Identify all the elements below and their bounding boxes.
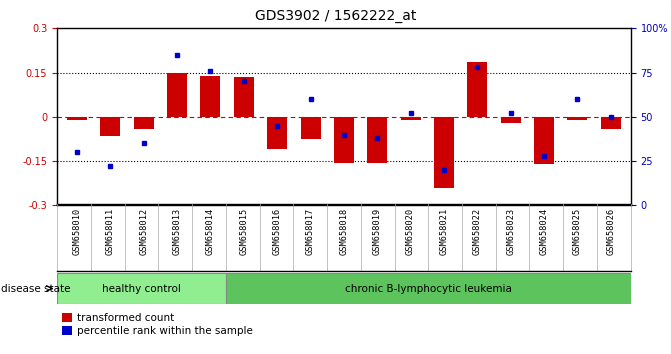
Text: GSM658024: GSM658024 <box>539 207 548 255</box>
Text: GSM658012: GSM658012 <box>140 207 148 255</box>
Bar <box>67 117 87 120</box>
Bar <box>568 117 587 120</box>
Text: GSM658020: GSM658020 <box>406 207 415 255</box>
Text: healthy control: healthy control <box>102 284 181 293</box>
Bar <box>434 117 454 188</box>
Bar <box>367 117 387 162</box>
Text: GSM658019: GSM658019 <box>373 207 382 255</box>
Bar <box>201 75 221 117</box>
Text: chronic B-lymphocytic leukemia: chronic B-lymphocytic leukemia <box>345 284 512 293</box>
Bar <box>134 117 154 129</box>
Text: GSM658010: GSM658010 <box>72 207 82 255</box>
Bar <box>334 117 354 162</box>
Text: GSM658023: GSM658023 <box>506 207 515 255</box>
Text: GSM658026: GSM658026 <box>606 207 615 255</box>
Bar <box>267 117 287 149</box>
Bar <box>534 117 554 164</box>
Bar <box>57 273 225 304</box>
Bar <box>501 117 521 123</box>
Bar <box>601 117 621 129</box>
Text: GSM658014: GSM658014 <box>206 207 215 255</box>
Bar <box>167 73 187 117</box>
Bar <box>101 117 120 136</box>
Text: GSM658017: GSM658017 <box>306 207 315 255</box>
Bar <box>467 62 487 117</box>
Text: GSM658018: GSM658018 <box>340 207 348 255</box>
Text: disease state: disease state <box>1 284 71 293</box>
Text: GSM658015: GSM658015 <box>240 207 248 255</box>
Text: GSM658022: GSM658022 <box>473 207 482 255</box>
Bar <box>401 117 421 120</box>
Text: GSM658011: GSM658011 <box>106 207 115 255</box>
Text: GDS3902 / 1562222_at: GDS3902 / 1562222_at <box>255 9 416 23</box>
Bar <box>234 77 254 117</box>
Text: GSM658013: GSM658013 <box>172 207 182 255</box>
Text: GSM658025: GSM658025 <box>573 207 582 255</box>
Bar <box>225 273 631 304</box>
Text: GSM658021: GSM658021 <box>440 207 448 255</box>
Legend: transformed count, percentile rank within the sample: transformed count, percentile rank withi… <box>62 313 253 336</box>
Text: GSM658016: GSM658016 <box>272 207 282 255</box>
Bar <box>301 117 321 139</box>
